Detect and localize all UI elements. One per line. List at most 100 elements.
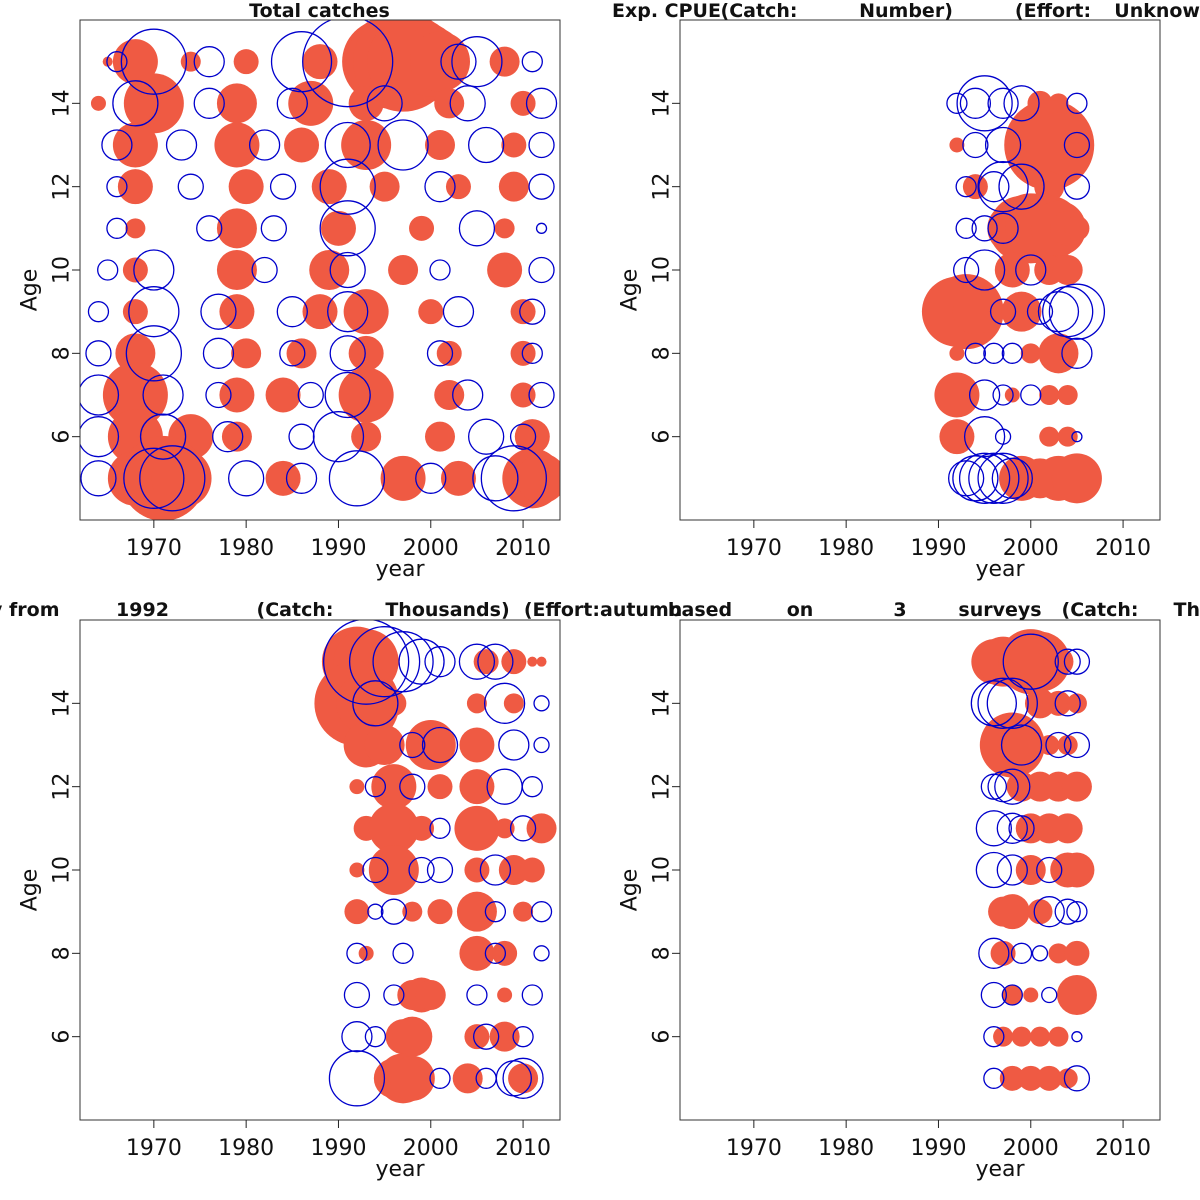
- positive-bubble: [1057, 426, 1078, 447]
- positive-bubble: [939, 419, 975, 455]
- positive-bubble: [112, 39, 158, 85]
- negative-bubble: [956, 75, 1013, 132]
- negative-bubble: [512, 1026, 534, 1048]
- negative-bubble: [952, 455, 999, 502]
- positive-bubble: [949, 137, 965, 153]
- negative-bubble: [123, 447, 185, 509]
- positive-bubble: [1002, 985, 1023, 1005]
- positive-bubble: [364, 725, 405, 765]
- negative-bubble: [528, 381, 555, 409]
- negative-bubble: [319, 158, 376, 215]
- negative-bubble: [87, 301, 110, 323]
- y-tick-label: 8: [650, 946, 675, 960]
- x-tick-label: 1980: [818, 1136, 874, 1161]
- negative-bubble: [535, 222, 548, 234]
- positive-bubble: [123, 73, 184, 134]
- negative-bubble: [449, 85, 486, 122]
- y-tick-label: 14: [50, 89, 75, 117]
- positive-bubble: [344, 899, 370, 925]
- negative-bubble: [502, 1057, 544, 1099]
- positive-bubble: [962, 174, 988, 200]
- bubbles: [970, 629, 1097, 1092]
- negative-bubble: [451, 36, 503, 88]
- negative-bubble: [80, 460, 117, 497]
- negative-bubble: [458, 210, 496, 247]
- panel-title-word: autumn: [600, 599, 682, 621]
- negative-bubble: [519, 298, 546, 325]
- negative-bubble: [429, 1067, 451, 1089]
- negative-bubble: [477, 643, 514, 680]
- negative-bubble: [1054, 898, 1081, 925]
- positive-bubble: [122, 299, 148, 325]
- positive-bubble: [410, 31, 470, 92]
- positive-bubble: [1059, 852, 1095, 888]
- negative-bubble: [994, 768, 1031, 805]
- positive-bubble: [501, 132, 527, 158]
- negative-bubble: [975, 810, 1012, 847]
- y-tick-label: 10: [50, 256, 75, 284]
- negative-bubble: [466, 984, 488, 1006]
- negative-bubble: [1033, 896, 1065, 928]
- negative-bubble: [97, 259, 119, 281]
- x-tick-label: 2010: [1095, 1136, 1151, 1161]
- negative-bubble: [212, 421, 244, 453]
- negative-bubble: [498, 729, 530, 761]
- x-tick-label: 1980: [218, 536, 274, 561]
- negative-bubble: [994, 428, 1012, 445]
- positive-bubble: [311, 169, 347, 205]
- x-tick-label: 1980: [818, 536, 874, 561]
- positive-bubble: [934, 372, 980, 418]
- negative-bubble: [276, 296, 308, 328]
- positive-bubble: [1064, 940, 1090, 966]
- negative-bubble: [367, 903, 384, 920]
- negative-bubble: [946, 92, 968, 114]
- negative-bubble: [329, 335, 366, 372]
- negative-bubble: [125, 325, 182, 382]
- y-tick-label: 12: [650, 173, 675, 201]
- positive-bubble: [440, 460, 476, 496]
- negative-bubble: [955, 217, 977, 239]
- positive-bubble: [1039, 385, 1060, 405]
- negative-bubble: [1063, 731, 1091, 759]
- x-tick-label: 1970: [126, 1136, 182, 1161]
- negative-bubble: [343, 981, 371, 1009]
- positive-bubble: [994, 894, 1030, 930]
- positive-bubble: [409, 815, 435, 841]
- x-tick-label: 2000: [403, 1136, 459, 1161]
- positive-bubble: [514, 419, 550, 455]
- negative-bubble: [196, 215, 223, 242]
- negative-bubble: [521, 342, 543, 364]
- panel-title-word: Number): [859, 0, 953, 22]
- y-tick-label: 10: [50, 856, 75, 884]
- positive-bubble: [1018, 1065, 1044, 1091]
- negative-bubble: [1001, 984, 1023, 1006]
- positive-bubble: [231, 338, 262, 369]
- negative-bubble: [977, 452, 1029, 504]
- negative-bubble: [468, 126, 505, 164]
- negative-bubble: [1061, 337, 1093, 369]
- negative-bubble: [468, 418, 505, 455]
- panel-title-word: (Catch:: [257, 599, 334, 621]
- x-tick-label: 1990: [310, 536, 366, 561]
- positive-bubble: [349, 862, 365, 878]
- positive-bubble: [999, 1065, 1025, 1091]
- positive-bubble: [409, 215, 435, 241]
- positive-bubble: [336, 673, 397, 734]
- negative-bubble: [106, 51, 128, 73]
- positive-bubble: [1020, 343, 1041, 364]
- negative-bubble: [984, 126, 1022, 164]
- positive-bubble: [380, 455, 426, 501]
- positive-bubble: [180, 51, 201, 72]
- positive-bubble: [309, 250, 350, 290]
- negative-bubble: [327, 291, 369, 333]
- negative-bubble: [442, 296, 475, 328]
- negative-bubble: [996, 812, 1028, 844]
- positive-bubble: [498, 855, 529, 885]
- positive-bubble: [497, 987, 513, 1003]
- negative-bubble: [530, 901, 553, 923]
- negative-bubble: [472, 455, 519, 502]
- negative-bubble: [424, 171, 456, 203]
- negative-bubble: [80, 374, 120, 416]
- positive-bubble: [338, 367, 394, 423]
